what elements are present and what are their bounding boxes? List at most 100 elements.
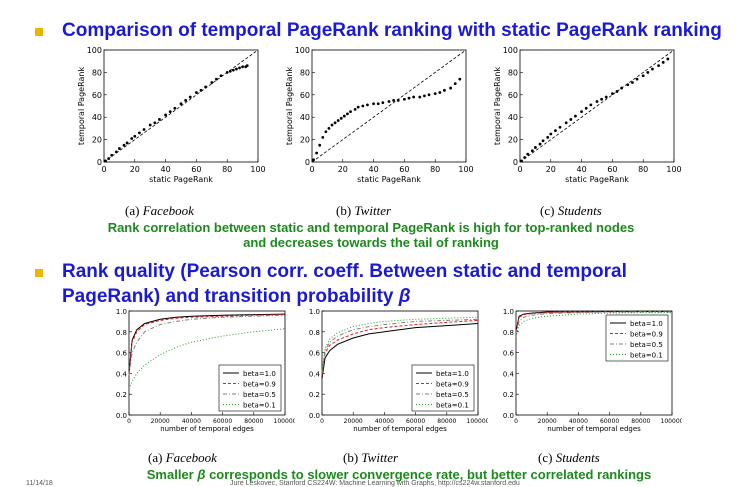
data-point — [238, 66, 241, 70]
y-tick-label: 60 — [508, 91, 518, 100]
series-line — [321, 318, 479, 374]
data-point — [188, 95, 192, 99]
data-point — [453, 82, 457, 85]
legend-label: beta=1.0 — [436, 370, 469, 378]
plot-frame — [321, 310, 479, 416]
x-axis-label: number of temporal edges — [353, 425, 447, 433]
x-tick-label: 40 — [161, 165, 171, 174]
x-axis-label: static PageRank — [565, 175, 629, 184]
data-point — [433, 92, 437, 96]
data-point — [158, 118, 161, 121]
x-tick-label: 0 — [320, 418, 324, 425]
x-tick-label: 0 — [101, 165, 106, 174]
data-point — [615, 90, 619, 93]
data-point — [346, 112, 349, 116]
y-tick-label: 0 — [97, 158, 102, 167]
y-tick-label: 60 — [92, 91, 102, 100]
caption-line-b: (b) Twitter — [343, 450, 399, 465]
y-tick-label: 100 — [87, 46, 102, 55]
data-point — [173, 106, 177, 110]
data-point — [611, 92, 614, 96]
data-point — [666, 57, 670, 61]
y-tick-label: 0.4 — [309, 370, 321, 378]
data-point — [107, 157, 111, 161]
data-point — [574, 114, 577, 118]
x-axis-label: number of temporal edges — [160, 425, 254, 433]
data-point — [339, 116, 343, 120]
x-tick-label: 80 — [222, 165, 232, 174]
y-tick-label: 0.8 — [503, 329, 514, 337]
scatter-plot-facebook: 0 20 40 60 80 100 0 20 40 60 80 100 static PageRank t… — [77, 46, 266, 184]
x-axis-label: static PageRank — [149, 175, 213, 184]
series-line — [128, 314, 286, 374]
y-tick-label: 80 — [508, 68, 518, 77]
reference-line — [519, 49, 675, 163]
x-tick-label: 80 — [430, 165, 440, 174]
y-tick-label: 1.0 — [116, 308, 127, 316]
x-tick-label: 20000 — [538, 418, 557, 425]
data-point — [661, 60, 665, 64]
x-tick-label: 100 — [250, 165, 265, 174]
data-point — [641, 74, 645, 78]
data-point — [538, 142, 542, 146]
line-plot-students: 0 20000 40000 60000 80000 100000 0.0 0.2 0.4 0.6 0… — [503, 308, 682, 433]
data-point — [153, 121, 157, 125]
x-tick-label: 60000 — [600, 418, 619, 425]
data-point — [520, 159, 523, 163]
data-point — [130, 137, 134, 140]
beta-symbol: β — [398, 286, 411, 307]
data-point — [312, 158, 315, 162]
x-tick-label: 0 — [127, 418, 131, 425]
y-tick-label: 0.2 — [503, 391, 514, 399]
data-point — [657, 64, 660, 68]
y-tick-label: 40 — [92, 113, 102, 122]
x-tick-label: 80 — [638, 165, 648, 174]
data-point — [541, 139, 545, 143]
plot-frame — [311, 49, 467, 163]
data-point — [118, 147, 121, 150]
data-point — [324, 130, 328, 134]
data-point — [620, 86, 624, 90]
y-tick-label: 1.0 — [309, 308, 320, 316]
data-point — [349, 110, 352, 113]
y-tick-label: 0.6 — [309, 350, 321, 358]
heading-1: Comparison of temporal PageRank ranking … — [62, 20, 722, 41]
data-point — [381, 101, 385, 105]
plot-frame — [128, 310, 286, 416]
data-point — [396, 99, 400, 102]
y-tick-label: 0 — [305, 158, 310, 167]
data-point — [219, 74, 223, 78]
data-point — [427, 93, 431, 97]
x-tick-label: 60000 — [213, 418, 232, 425]
data-point — [195, 91, 198, 94]
x-tick-label: 80000 — [437, 418, 456, 425]
legend-label: beta=0.5 — [243, 391, 276, 399]
data-point — [321, 135, 325, 139]
x-tick-label: 60 — [399, 165, 409, 174]
y-tick-label: 0.6 — [503, 350, 515, 358]
caption-scatter-a: (a) Facebook — [125, 203, 194, 218]
data-point — [148, 123, 152, 127]
data-point — [635, 77, 639, 81]
data-point — [403, 97, 406, 101]
y-tick-label: 0.0 — [309, 412, 320, 420]
y-tick-label: 0.4 — [503, 370, 515, 378]
series-line — [321, 316, 479, 372]
footer-credit: Jure Leskovec, Stanford CS224W: Machine … — [230, 480, 520, 487]
data-point — [241, 65, 245, 69]
legend-label: beta=1.0 — [630, 320, 663, 328]
data-point — [443, 88, 446, 92]
caption-line-c: (c) Students — [538, 450, 600, 465]
data-point — [353, 107, 357, 111]
data-point — [204, 85, 208, 89]
data-point — [418, 95, 422, 99]
data-point — [179, 102, 183, 106]
heading-2-line-2: PageRank) and transition probability β — [62, 286, 411, 307]
data-point — [523, 156, 527, 159]
x-tick-label: 0 — [309, 165, 314, 174]
x-tick-label: 100000 — [274, 418, 295, 425]
y-tick-label: 20 — [300, 136, 310, 145]
data-point — [626, 83, 630, 87]
y-tick-label: 0.2 — [309, 391, 320, 399]
series-line — [321, 319, 479, 376]
